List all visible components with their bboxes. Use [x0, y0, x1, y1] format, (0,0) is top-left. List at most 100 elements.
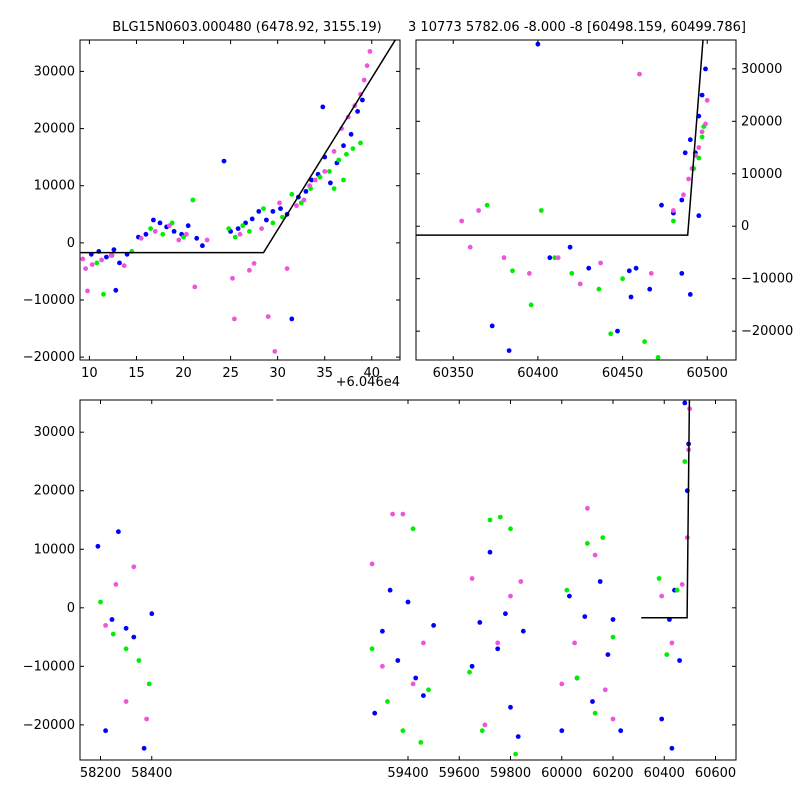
full-point-series_c-14: [508, 593, 513, 599]
mid-point-series_a-7: [626, 268, 632, 274]
full-model-line: [641, 400, 691, 619]
zoom-point-series_c-2: [85, 288, 90, 294]
zoom-panel: 10 15 20 25 30 35 40 −20000 −10000 0 10000 20000 300…: [23, 39, 401, 381]
zoom-point-series_c-25: [312, 177, 318, 183]
full-xtick-label-0: 58200: [80, 766, 121, 781]
zoom-point-series_b-22: [344, 151, 349, 157]
full-panel: 58200 58400 59400 59600 59800 60000 60200 60400…: [23, 398, 737, 781]
mid-xtick-label-1: 60400: [517, 366, 558, 381]
full-point-series_a-17: [477, 620, 483, 625]
full-point-series_a-0: [95, 543, 101, 549]
zoom-point-series_b-8: [190, 197, 196, 203]
zoom-ytick-label-0: −20000: [23, 350, 75, 365]
mid-point-series_b-3: [538, 208, 544, 213]
mid-point-series_a-22: [703, 66, 708, 72]
full-point-series_c-12: [482, 722, 488, 728]
zoom-point-series_c-13: [204, 237, 210, 243]
zoom-point-series_c-8: [152, 229, 158, 234]
full-point-series_b-16: [513, 751, 518, 757]
x-offset-label: +6.046e4: [336, 375, 400, 390]
full-point-series_a-28: [590, 699, 595, 704]
zoom-point-series_b-1: [101, 291, 106, 297]
full-point-series_c-3: [131, 564, 137, 570]
full-point-series_a-14: [421, 693, 426, 698]
zoom-point-series_b-26: [331, 186, 337, 192]
full-point-series_c-8: [400, 511, 406, 517]
full-point-series_a-4: [123, 625, 129, 631]
full-ytick-label-0: −20000: [23, 718, 75, 733]
zoom-point-series_c-5: [108, 253, 114, 258]
zoom-ytick-label-2: 0: [67, 236, 75, 251]
zoom-point-series_a-14: [194, 235, 200, 241]
zoom-point-series_b-9: [226, 226, 232, 232]
mid-point-series_a-6: [615, 328, 620, 334]
mid-point-series_c-10: [671, 208, 676, 213]
zoom-xtick-label-2: 20: [175, 366, 192, 381]
full-point-series_b-5: [369, 646, 375, 652]
full-point-series_c-4: [144, 716, 150, 722]
full-point-series_a-23: [520, 628, 526, 634]
mid-ytick-label-4: 20000: [741, 114, 782, 129]
mid-point-series_b-8: [620, 276, 625, 282]
zoom-point-series_a-26: [289, 316, 295, 322]
full-ytick-label-4: 20000: [34, 484, 75, 499]
zoom-point-series_b-4: [148, 226, 154, 232]
full-point-series_b-9: [418, 740, 424, 745]
zoom-point-series_a-23: [270, 209, 276, 214]
zoom-point-series_a-35: [348, 131, 354, 137]
full-point-series_a-3: [116, 529, 121, 535]
mid-point-series_a-18: [679, 271, 685, 276]
full-point-series_b-10: [426, 687, 431, 693]
full-point-series_c-23: [669, 640, 675, 646]
full-plot-area: [95, 400, 692, 757]
zoom-xtick-label-5: 35: [316, 366, 333, 381]
full-point-series_a-13: [413, 675, 419, 681]
zoom-point-series_b-12: [247, 229, 252, 234]
full-point-series_a-18: [487, 549, 493, 555]
mid-point-series_c-1: [467, 244, 473, 250]
zoom-xtick-label-6: 40: [363, 366, 380, 381]
zoom-point-series_b-14: [270, 220, 276, 226]
full-xtick-label-5: 60000: [541, 766, 582, 781]
full-point-series_a-7: [149, 611, 155, 617]
mid-point-series_a-15: [687, 137, 693, 143]
full-xtick-label-1: 58400: [131, 766, 172, 781]
mid-point-series_b-2: [528, 302, 534, 308]
zoom-point-series_a-21: [256, 209, 262, 214]
mid-point-series_c-16: [699, 129, 705, 135]
mid-point-series_a-4: [567, 244, 573, 250]
zoom-xtick-label-4: 30: [269, 366, 286, 381]
full-point-series_b-25: [674, 587, 680, 593]
mid-panel: 60350 60400 60450 60500 −20000 −10000 0 10000 20…: [415, 39, 793, 381]
zoom-point-series_c-26: [322, 169, 328, 174]
zoom-point-series_a-13: [185, 223, 191, 229]
zoom-point-series_a-29: [309, 177, 314, 183]
mid-ytick-label-0: −20000: [741, 324, 793, 339]
zoom-point-series_c-32: [361, 77, 367, 83]
full-point-series_c-10: [421, 640, 426, 646]
full-point-series_b-26: [682, 459, 688, 464]
zoom-point-series_a-9: [157, 220, 163, 226]
mid-point-series_b-10: [655, 355, 661, 360]
zoom-point-series_b-15: [280, 214, 285, 220]
full-point-series_c-20: [602, 687, 608, 693]
full-point-series_a-22: [515, 734, 521, 739]
figure-title-right: 3 10773 5782.06 -8.000 -8 [60498.159, 60…: [408, 20, 746, 35]
zoom-point-series_a-28: [303, 189, 309, 194]
full-ytick-label-5: 30000: [34, 425, 75, 440]
mid-point-series_a-20: [696, 213, 702, 219]
mid-plot-area: [416, 40, 710, 360]
full-axes-frame: [79, 399, 737, 761]
full-point-series_c-16: [559, 681, 565, 687]
full-ytick-label-3: 10000: [34, 542, 75, 557]
zoom-xtick-label-3: 25: [222, 366, 239, 381]
mid-point-series_a-8: [628, 294, 634, 300]
zoom-point-series_c-3: [89, 262, 95, 267]
full-point-series_a-10: [387, 587, 393, 593]
full-xtick-label-3: 59600: [439, 766, 480, 781]
full-point-series_b-15: [508, 526, 513, 532]
mid-point-series_a-2: [535, 41, 541, 47]
zoom-point-series_a-2: [104, 254, 109, 260]
mid-point-series_c-6: [577, 281, 583, 287]
